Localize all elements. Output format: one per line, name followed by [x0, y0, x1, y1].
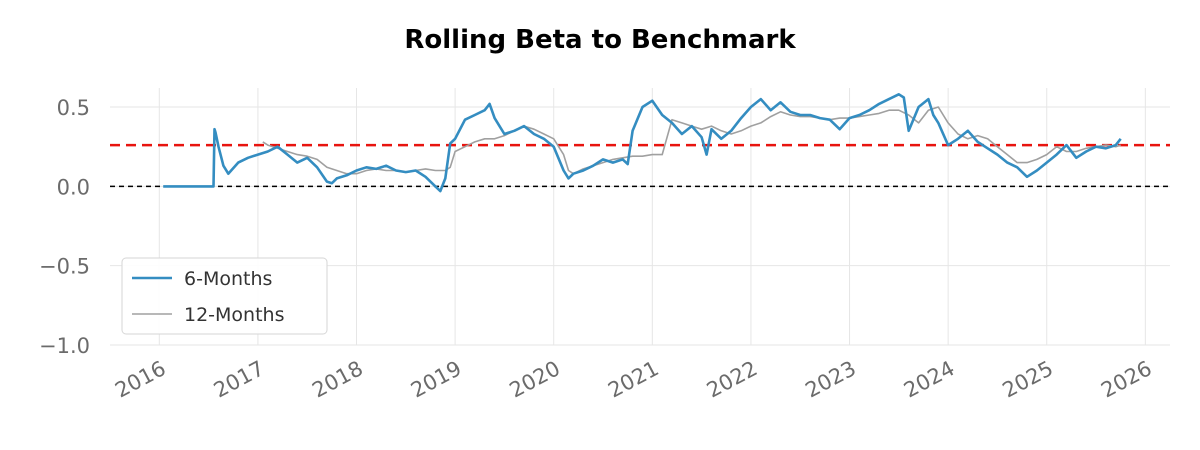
y-axis-ticks: 0.5 0.0 −0.5 −1.0	[39, 96, 90, 358]
x-tick-label: 2024	[900, 356, 958, 402]
reference-lines	[110, 143, 1170, 188]
x-tick-label: 2026	[1097, 356, 1155, 402]
x-tick-label: 2020	[506, 356, 564, 402]
chart-title: Rolling Beta to Benchmark	[404, 25, 796, 55]
x-tick-label: 2016	[111, 356, 169, 402]
y-tick-label: 0.0	[57, 175, 90, 199]
y-tick-label: 0.5	[57, 96, 90, 120]
legend-label-12-months: 12-Months	[184, 304, 284, 326]
x-tick-label: 2025	[999, 356, 1057, 402]
y-tick-label: −0.5	[39, 255, 90, 279]
series-line-12-months	[262, 106, 1121, 175]
y-tick-label: −1.0	[39, 334, 90, 358]
legend-box	[121, 257, 328, 335]
x-tick-label: 2018	[308, 356, 366, 402]
legend-label-6-months: 6-Months	[184, 268, 272, 290]
x-axis-ticks: 2016 2017 2018 2019 2020 2021 2022 2023 2024 2025…	[111, 356, 1156, 402]
legend: 6-Months 12-Months	[121, 257, 328, 335]
x-tick-label: 2021	[604, 356, 662, 402]
x-tick-label: 2017	[210, 356, 268, 402]
series-line-6-months	[163, 93, 1122, 193]
x-tick-label: 2022	[703, 356, 761, 402]
x-tick-label: 2023	[801, 356, 859, 402]
series-lines	[163, 93, 1122, 193]
x-tick-label: 2019	[407, 356, 465, 402]
